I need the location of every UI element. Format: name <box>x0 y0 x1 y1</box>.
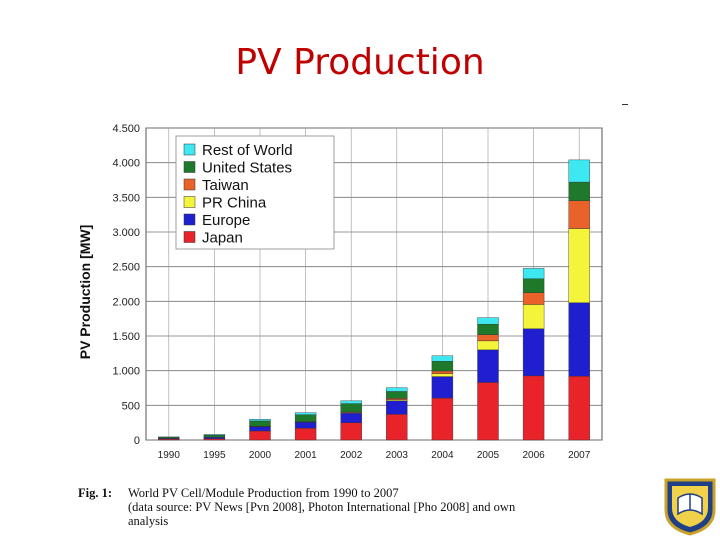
bar-segment-united-states <box>203 434 226 438</box>
y-tick-label: 3.500 <box>112 192 140 204</box>
bar-segment-pr-china <box>568 228 590 303</box>
bar-segment-united-states <box>340 403 362 413</box>
legend-label: PR China <box>202 195 267 212</box>
bar-segment-europe <box>431 376 454 399</box>
bar-segment-europe <box>386 400 408 415</box>
x-tick-label: 2002 <box>340 450 363 461</box>
y-tick-label: 2.000 <box>112 296 140 308</box>
bar-segment-pr-china <box>477 340 499 351</box>
x-tick-label: 2000 <box>249 450 272 461</box>
bar-segment-japan <box>294 428 317 441</box>
bar-segment-taiwan <box>568 200 590 229</box>
caption-line-3: analysis <box>128 514 169 528</box>
caption-line-1: World PV Cell/Module Production from 199… <box>128 486 399 500</box>
bar-segment-japan <box>522 375 545 441</box>
bar-segment-japan <box>477 382 499 441</box>
legend-label: Rest of World <box>202 142 293 159</box>
university-seal-logo <box>664 478 716 536</box>
bar-segment-europe <box>522 328 545 377</box>
x-tick-label: 1990 <box>158 450 181 461</box>
caption-line-2: (data source: PV News [Pvn 2008], Photon… <box>128 500 516 514</box>
bar-segment-pr-china <box>522 304 545 329</box>
bar-segment-taiwan <box>431 370 454 374</box>
bar-segment-rest-of-world <box>340 400 362 404</box>
bar-segment-taiwan <box>522 292 545 305</box>
bar-segment-rest-of-world <box>294 412 317 415</box>
bar-segment-united-states <box>477 324 499 335</box>
bar-segment-japan <box>568 376 590 441</box>
y-tick-label: 1.500 <box>112 331 140 343</box>
legend-label: United States <box>202 160 292 177</box>
y-tick-label: 1.000 <box>112 366 140 378</box>
legend-swatch <box>183 196 196 208</box>
bar-segment-rest-of-world <box>249 419 271 422</box>
bar-segment-europe <box>203 437 226 439</box>
bar-segment-united-states <box>431 361 454 372</box>
x-tick-label: 1995 <box>203 450 226 461</box>
x-tick-label: 2006 <box>522 450 545 461</box>
bar-segment-rest-of-world <box>431 355 454 362</box>
y-tick-label: 0 <box>134 435 140 447</box>
bar-segment-rest-of-world <box>386 387 408 392</box>
x-tick-label: 2003 <box>386 450 409 461</box>
axis-layer: 0 500 1.000 1.500 2.000 2.500 3.000 3.500 4.000 4… <box>112 123 590 461</box>
bar-segment-japan <box>431 397 454 441</box>
x-tick-label: 2005 <box>477 450 500 461</box>
bar-segment-europe <box>477 349 499 383</box>
legend-swatch <box>183 213 196 226</box>
y-axis-label: PV Production [MW] <box>77 225 93 360</box>
bar-segment-pr-china <box>431 373 454 377</box>
bar-segment-europe <box>340 413 362 423</box>
bar-segment-japan <box>249 430 271 441</box>
bar-segment-united-states <box>294 414 317 422</box>
bar-segment-japan <box>386 414 408 441</box>
bar-segment-rest-of-world <box>568 159 590 183</box>
pv-production-chart: 0 500 1.000 1.500 2.000 2.500 3.000 3.500 4.000 4… <box>77 123 603 461</box>
bar-segment-united-states <box>522 278 545 293</box>
bar-segment-rest-of-world <box>203 434 226 436</box>
legend-label: Japan <box>202 230 243 247</box>
y-tick-label: 3.000 <box>112 227 140 239</box>
legend-box <box>175 135 335 250</box>
figure-label: Fig. 1: <box>78 486 113 500</box>
bar-segment-taiwan <box>477 334 499 342</box>
bar-segment-taiwan <box>386 398 408 400</box>
bar-segment-japan <box>340 422 362 441</box>
bar-segment-europe <box>294 422 317 429</box>
bar-layer <box>158 159 590 441</box>
legend-swatch <box>183 161 196 173</box>
slide-title: PV Production <box>235 42 485 83</box>
bar-segment-europe <box>249 426 271 432</box>
bar-segment-united-states <box>249 420 271 427</box>
y-tick-label: 4.500 <box>112 123 140 135</box>
legend-label: Europe <box>202 212 250 229</box>
y-tick-label: 2.500 <box>112 262 140 274</box>
decorative-dash <box>622 104 628 105</box>
bar-segment-rest-of-world <box>477 317 499 325</box>
bar-segment-rest-of-world <box>522 268 545 279</box>
legend-swatch <box>183 231 196 243</box>
figure-caption: Fig. 1: World PV Cell/Module Production f… <box>78 486 618 528</box>
bar-segment-japan <box>203 438 226 441</box>
x-tick-label: 2004 <box>431 450 454 461</box>
bar-segment-europe <box>568 302 590 377</box>
legend-swatch <box>183 143 196 156</box>
x-tick-label: 2001 <box>294 450 317 461</box>
x-tick-label: 2007 <box>568 450 591 461</box>
legend-label: Taiwan <box>202 177 249 194</box>
legend-swatch <box>183 178 196 191</box>
bar-segment-united-states <box>568 181 590 202</box>
y-tick-label: 500 <box>122 400 140 412</box>
bar-segment-united-states <box>386 391 408 399</box>
y-tick-label: 4.000 <box>112 158 140 170</box>
